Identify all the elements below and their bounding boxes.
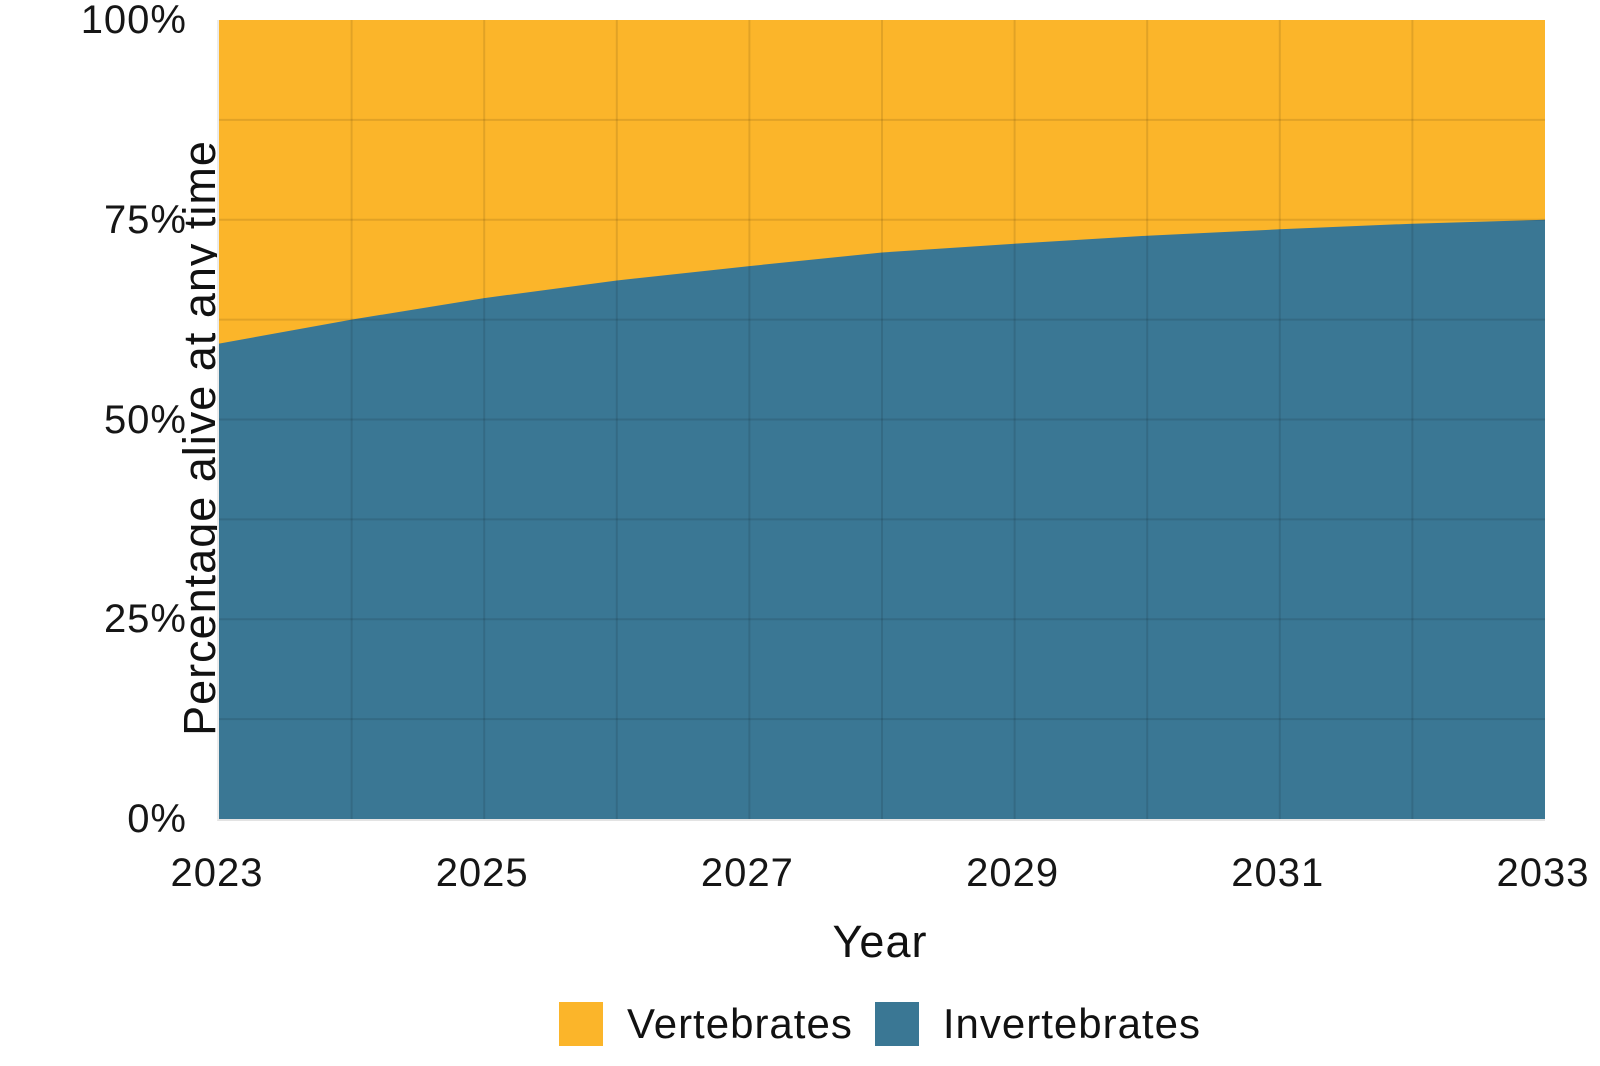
legend-swatch-invertebrates xyxy=(874,1002,919,1046)
x-tick-label: 2025 xyxy=(435,851,529,895)
legend-item-invertebrates: Invertebrates xyxy=(874,1000,1201,1048)
x-tick-label: 2023 xyxy=(170,851,264,895)
legend-swatch-vertebrates xyxy=(559,1002,604,1046)
plot-area xyxy=(217,20,1545,821)
x-tick-label: 2027 xyxy=(700,851,794,895)
legend-item-vertebrates: Vertebrates xyxy=(559,1000,853,1048)
area-invertebrates xyxy=(219,219,1545,819)
legend-label: Vertebrates xyxy=(627,1000,853,1047)
legend: Vertebrates Invertebrates xyxy=(217,1000,1543,1048)
x-tick-label: 2033 xyxy=(1496,851,1590,895)
y-tick-label: 50% xyxy=(103,397,187,442)
legend-label: Invertebrates xyxy=(942,1000,1201,1047)
y-tick-label: 100% xyxy=(80,0,187,42)
area-series-canvas xyxy=(219,20,1545,819)
x-axis-title: Year xyxy=(832,916,928,967)
y-tick-label: 75% xyxy=(103,197,187,242)
x-tick-label: 2029 xyxy=(966,851,1060,895)
y-tick-label: 25% xyxy=(103,597,187,642)
y-tick-label: 0% xyxy=(127,797,187,841)
x-tick-label: 2031 xyxy=(1231,851,1325,895)
